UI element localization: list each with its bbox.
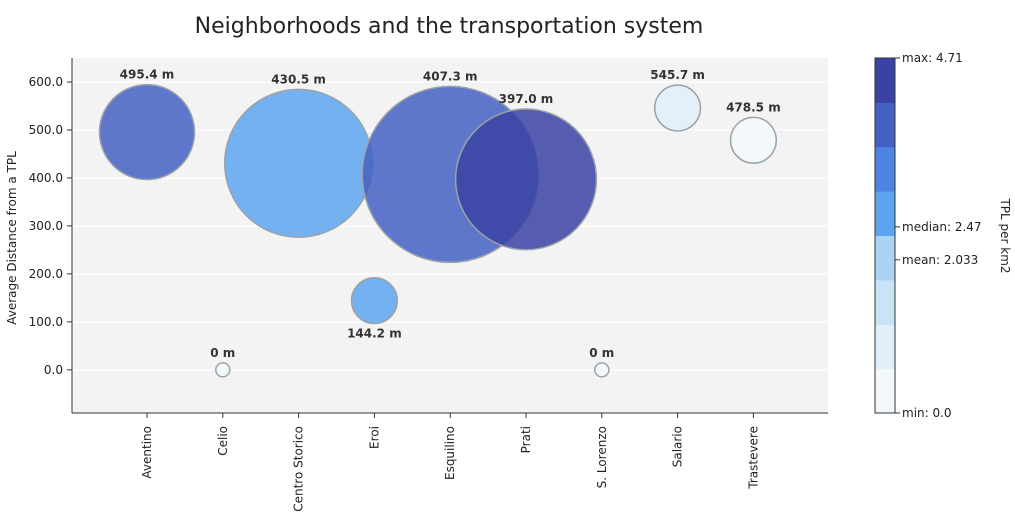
- colorbar-segment: [875, 279, 895, 325]
- data-label: 430.5 m: [271, 72, 326, 86]
- y-tick-label: 200.0: [29, 267, 63, 281]
- x-tick-label: Eroi: [367, 426, 381, 449]
- x-tick-label: Esquilino: [443, 426, 457, 480]
- bubble: [98, 83, 196, 181]
- y-axis-label: Average Distance from a TPL: [5, 151, 19, 325]
- y-tick-label: 300.0: [29, 219, 63, 233]
- data-label: 495.4 m: [120, 68, 175, 82]
- x-tick-label: Salario: [671, 426, 685, 467]
- colorbar-segment: [875, 58, 895, 103]
- bubble: [350, 277, 399, 325]
- data-labels: 495.4 m 0 m 430.5 m 144.2 m 407.3 m 397.0 m 0 …: [120, 68, 781, 360]
- x-tick-label: S. Lorenzo: [595, 426, 609, 488]
- colorbar-segment: [875, 368, 895, 414]
- chart-title: Neighborhoods and the transportation sys…: [195, 14, 704, 39]
- colorbar-segment: [875, 235, 895, 281]
- y-tick-label: 100.0: [29, 315, 63, 329]
- data-label: 545.7 m: [650, 68, 705, 82]
- colorbar-segment: [875, 102, 895, 148]
- data-label: 478.5 m: [726, 100, 781, 114]
- bubble: [223, 88, 374, 238]
- bubble: [653, 84, 702, 132]
- data-label: 397.0 m: [499, 92, 554, 106]
- y-tick-label: 600.0: [29, 75, 63, 89]
- x-tick-label: Trastevere: [746, 426, 760, 490]
- bubble: [454, 108, 598, 251]
- x-ticks: Aventino Celio Centro Storico Eroi Esquilino…: [140, 413, 760, 512]
- y-tick-label: 500.0: [29, 123, 63, 137]
- colorbar-tick-label: min: 0.0: [902, 406, 952, 420]
- colorbar-tick-label: mean: 2.033: [902, 253, 978, 267]
- y-tick-label: 0.0: [44, 363, 63, 377]
- bubbles: [98, 83, 778, 378]
- y-ticks: 0.0 100.0 200.0 300.0 400.0 500.0 600.0: [29, 75, 72, 377]
- bubble: [215, 362, 231, 378]
- data-label: 0 m: [589, 346, 614, 360]
- colorbar-tick-label: max: 4.71: [902, 51, 963, 65]
- x-tick-label: Prati: [519, 426, 533, 453]
- x-tick-label: Celio: [216, 426, 230, 456]
- colorbar-label: TPL per km2: [998, 197, 1012, 273]
- colorbar-tick-label: median: 2.47: [902, 220, 982, 234]
- bubble: [594, 362, 610, 378]
- y-tick-label: 400.0: [29, 171, 63, 185]
- colorbar-segment: [875, 324, 895, 370]
- colorbar-segment: [875, 146, 895, 192]
- bubble: [729, 116, 778, 164]
- data-label: 0 m: [210, 346, 235, 360]
- x-tick-label: Aventino: [140, 426, 154, 479]
- colorbar: max: 4.71 median: 2.47 mean: 2.033 min: 0.0: [874, 51, 982, 420]
- data-label: 144.2 m: [347, 327, 402, 341]
- data-label: 407.3 m: [423, 69, 478, 83]
- x-tick-label: Centro Storico: [292, 426, 306, 512]
- colorbar-segment: [875, 191, 895, 236]
- colorbar-frame: [874, 57, 896, 414]
